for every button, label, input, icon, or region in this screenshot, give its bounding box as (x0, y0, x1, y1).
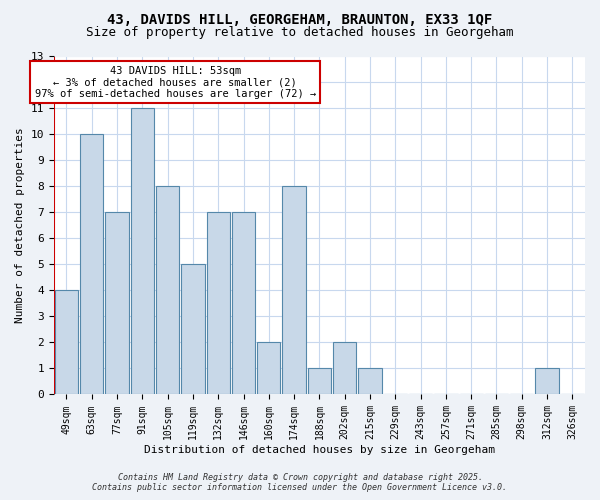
Bar (333, 342, 356, 394)
Y-axis label: Number of detached properties: Number of detached properties (15, 128, 25, 324)
Bar (358, 368, 382, 394)
Text: 43 DAVIDS HILL: 53sqm
← 3% of detached houses are smaller (2)
97% of semi-detach: 43 DAVIDS HILL: 53sqm ← 3% of detached h… (35, 66, 316, 99)
Bar (535, 368, 559, 394)
Text: 43, DAVIDS HILL, GEORGEHAM, BRAUNTON, EX33 1QF: 43, DAVIDS HILL, GEORGEHAM, BRAUNTON, EX… (107, 12, 493, 26)
Bar (55, 290, 78, 395)
X-axis label: Distribution of detached houses by size in Georgeham: Distribution of detached houses by size … (144, 445, 495, 455)
Bar (80, 134, 103, 394)
Bar (131, 108, 154, 395)
Bar (308, 368, 331, 394)
Bar (206, 212, 230, 394)
Bar (232, 212, 255, 394)
Text: Contains HM Land Registry data © Crown copyright and database right 2025.
Contai: Contains HM Land Registry data © Crown c… (92, 473, 508, 492)
Bar (257, 342, 280, 394)
Bar (106, 212, 128, 394)
Bar (181, 264, 205, 394)
Bar (156, 186, 179, 394)
Text: Size of property relative to detached houses in Georgeham: Size of property relative to detached ho… (86, 26, 514, 39)
Bar (283, 186, 306, 394)
